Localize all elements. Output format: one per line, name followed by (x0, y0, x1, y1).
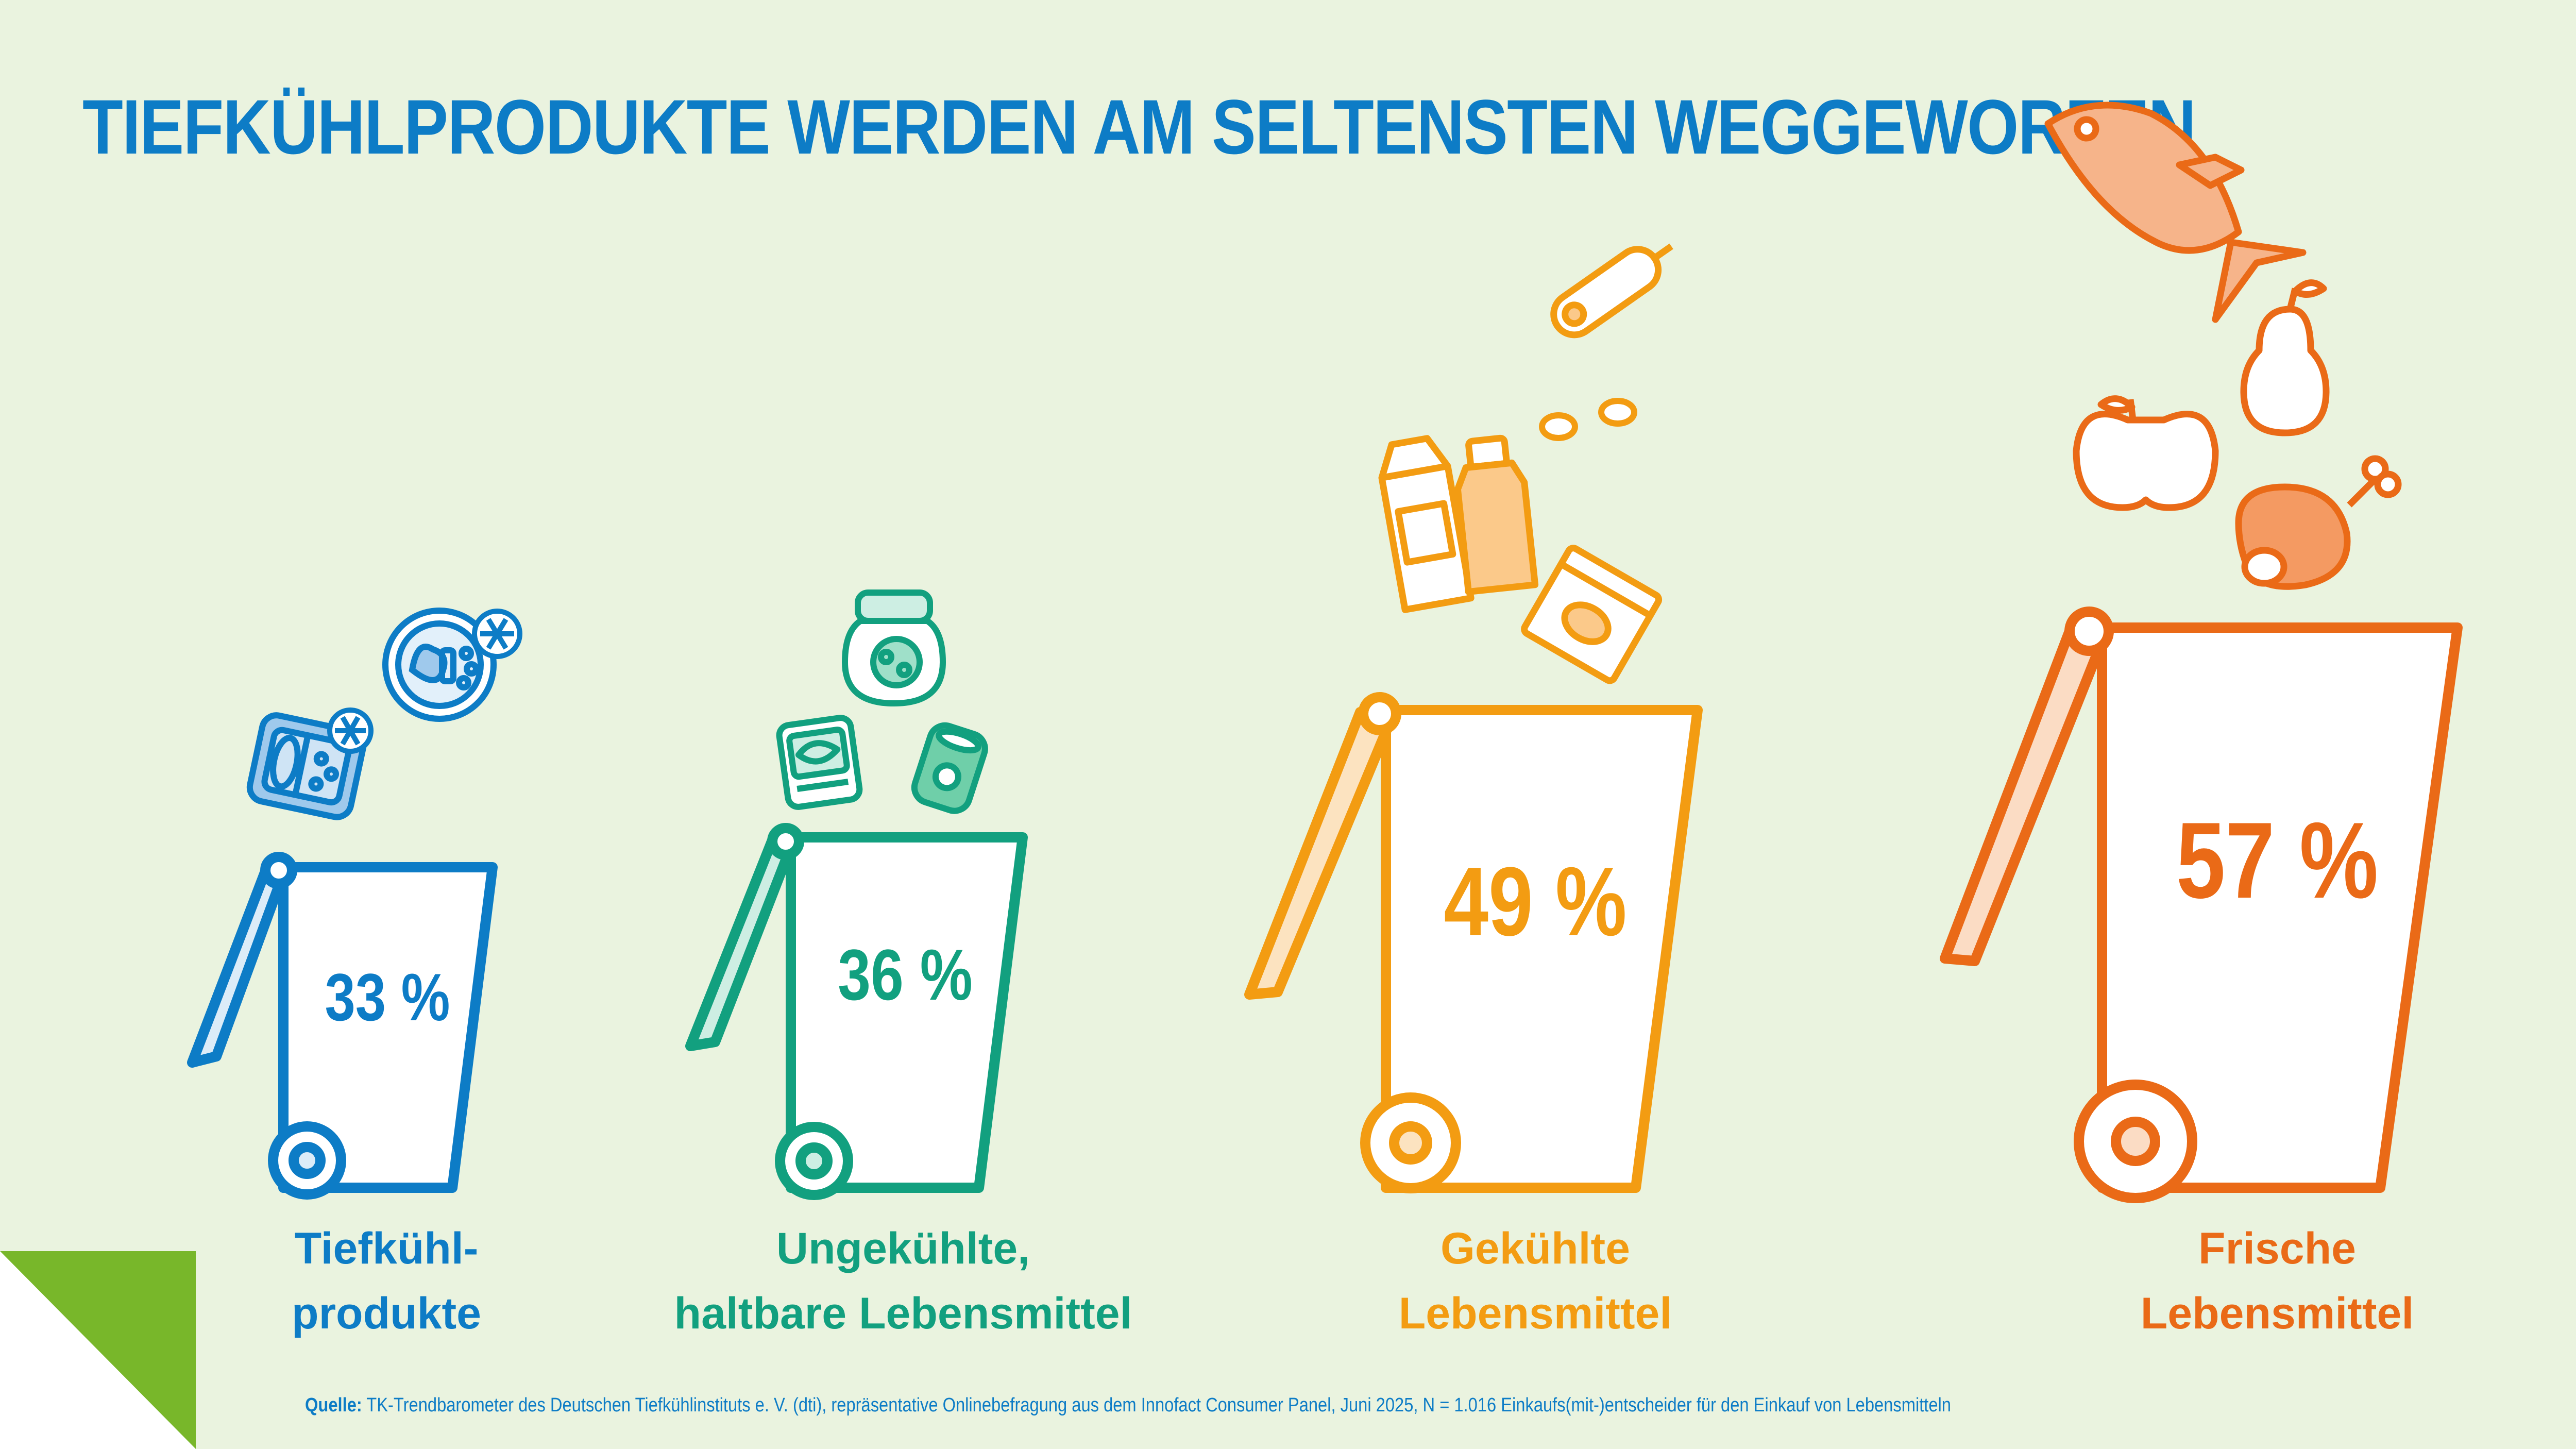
value-label-frozen: 33 % (325, 960, 450, 1035)
pear-icon (2240, 279, 2330, 436)
category-label-frozen: Tiefkühl- produkte (129, 1216, 644, 1346)
bin-chilled-body (1381, 705, 1703, 1193)
canned-fish-icon (776, 715, 863, 810)
category-label-frozen-line2: produkte (292, 1289, 481, 1338)
bin-fresh-lid (1940, 625, 2108, 966)
category-label-fresh-line2: Lebensmittel (2140, 1289, 2414, 1338)
yogurt-cup-icon (1521, 545, 1663, 684)
tin-can-icon (911, 722, 988, 814)
fish-icon (2044, 102, 2307, 323)
category-label-fresh: Frische Lebensmittel (2020, 1216, 2535, 1346)
bin-shelf-stable-hinge (767, 823, 804, 860)
sausage-slices-icon (1539, 398, 1637, 441)
source-text: TK-Trendbarometer des Deutschen Tiefkühl… (366, 1394, 1951, 1416)
category-label-chilled-line1: Gekühlte (1440, 1224, 1630, 1273)
bin-frozen (187, 852, 498, 1200)
bin-fresh-hinge (2064, 606, 2114, 656)
frozen-snowflake-icon-1 (327, 707, 374, 754)
source-note: Quelle: TK-Trendbarometer des Deutschen … (305, 1394, 1951, 1417)
corner-white-triangle (0, 1251, 196, 1449)
bin-chilled-hinge (1358, 692, 1401, 735)
apple-icon (2073, 395, 2219, 511)
bin-shelf-stable-body (786, 832, 1028, 1193)
frozen-plate-icon (382, 608, 497, 722)
bin-frozen-hinge (260, 852, 297, 889)
ham-leg-icon (2235, 455, 2402, 590)
bin-fresh-body (2097, 622, 2463, 1193)
category-label-chilled: Gekühlte Lebensmittel (1278, 1216, 1793, 1346)
chart-title: TIEFKÜHLPRODUKTE WERDEN AM SELTENSTEN WE… (82, 83, 2196, 170)
bin-chilled (1244, 692, 1703, 1193)
juice-bottle-icon (1454, 434, 1539, 595)
value-label-fresh: 57 % (2176, 800, 2378, 921)
bin-shelf-stable (685, 823, 1028, 1200)
sausage-icon (1550, 243, 1673, 339)
bin-frozen-lid (187, 862, 290, 1068)
bin-chilled-lid (1244, 707, 1396, 1000)
jar-icon (842, 589, 946, 706)
milk-carton-icon (1378, 435, 1475, 613)
source-label: Quelle: (305, 1394, 362, 1416)
category-label-shelf-stable-line1: Ungekühlte, (776, 1224, 1030, 1273)
bin-frozen-body (278, 862, 498, 1193)
category-label-frozen-line1: Tiefkühl- (294, 1224, 479, 1273)
bin-fresh (1940, 606, 2463, 1203)
category-label-fresh-line1: Frische (2198, 1224, 2356, 1273)
bin-shelf-stable-lid (685, 834, 798, 1051)
frozen-snowflake-icon-2 (472, 609, 522, 659)
value-label-shelf-stable: 36 % (838, 935, 973, 1015)
category-label-shelf-stable: Ungekühlte, haltbare Lebensmittel (646, 1216, 1161, 1346)
category-label-chilled-line2: Lebensmittel (1398, 1289, 1672, 1338)
value-label-chilled: 49 % (1444, 847, 1626, 956)
category-label-shelf-stable-line2: haltbare Lebensmittel (674, 1289, 1132, 1338)
